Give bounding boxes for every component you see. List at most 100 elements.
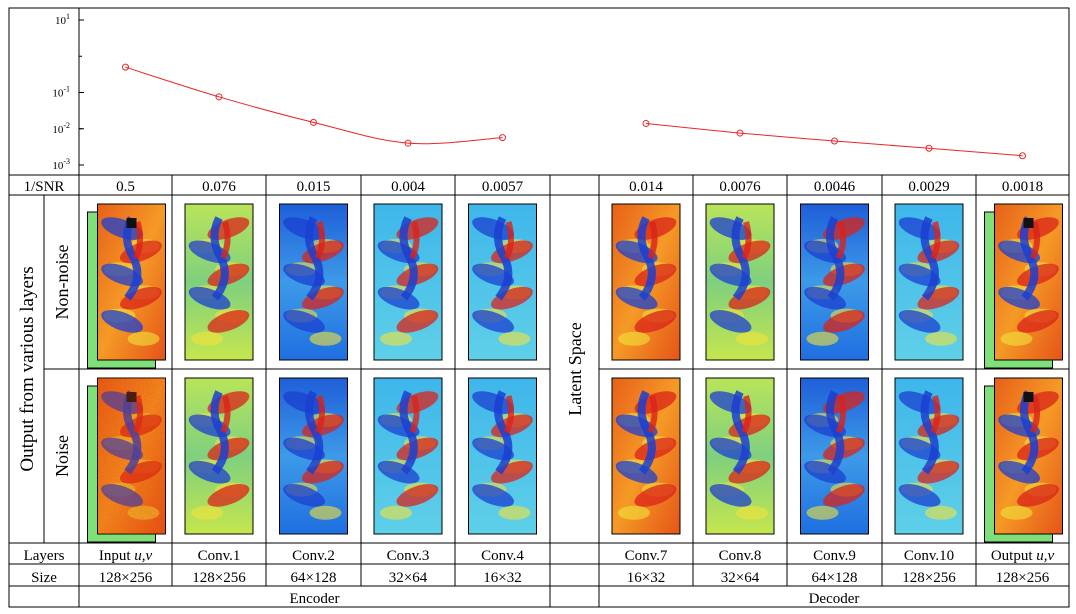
- data-point: [215, 93, 223, 101]
- y-tick-label: 101: [55, 12, 70, 27]
- wake-streak: [305, 390, 324, 475]
- vortex: [207, 310, 250, 333]
- cylinder: [126, 218, 137, 228]
- field-map: [184, 203, 254, 361]
- vortex: [822, 310, 865, 333]
- vortex: [283, 484, 326, 507]
- field-map: [279, 203, 348, 361]
- field-map: [894, 377, 964, 535]
- vortex: [188, 460, 231, 484]
- vortex: [615, 460, 658, 484]
- vortex: [709, 217, 752, 240]
- size-value: 16×32: [483, 570, 521, 586]
- data-point: [736, 129, 744, 137]
- wake-streak: [741, 221, 752, 260]
- field-map: [279, 377, 348, 535]
- wake-streak: [494, 390, 513, 475]
- vortex: [634, 484, 677, 507]
- snr-value: 0.0029: [908, 179, 949, 195]
- vortex: [283, 310, 326, 333]
- vortex: [806, 505, 839, 520]
- vortex: [396, 484, 439, 507]
- size-value: 64×128: [291, 570, 337, 586]
- vortex: [101, 310, 144, 333]
- vortex: [1000, 331, 1033, 346]
- data-point: [404, 139, 412, 147]
- snr-value: 0.004: [391, 179, 425, 195]
- wake-streak: [637, 390, 656, 475]
- wake-streak: [314, 221, 326, 260]
- layer-name: Output u,v: [991, 548, 1055, 564]
- snr-value: 0.0057: [482, 179, 524, 195]
- vortex: [925, 505, 957, 520]
- vortex: [207, 484, 250, 507]
- wake-streak: [494, 216, 513, 301]
- field-maps: [87, 203, 1063, 543]
- vortex: [191, 505, 223, 520]
- wake-streak: [132, 221, 144, 260]
- vortex: [634, 310, 677, 333]
- wake-streak: [399, 390, 418, 475]
- wake-streak: [637, 216, 656, 301]
- wake-streak: [1020, 216, 1039, 301]
- wake-streak: [835, 395, 847, 434]
- size-value: 128×256: [996, 570, 1050, 586]
- side-axis-label: Output from various layers: [17, 266, 38, 471]
- snr-value: 0.0018: [1002, 179, 1043, 195]
- data-point: [642, 119, 650, 127]
- layer-name: Conv.9: [813, 548, 856, 564]
- vortex: [736, 505, 768, 520]
- vortex: [490, 286, 533, 310]
- wake-streak: [930, 221, 941, 260]
- vortex: [618, 331, 650, 346]
- wake-streak: [123, 216, 142, 301]
- vortex: [728, 286, 771, 310]
- vortex: [917, 286, 960, 310]
- wake-streak: [1029, 395, 1041, 434]
- vortex: [806, 331, 839, 346]
- vortex: [925, 331, 957, 346]
- layer-name: Conv.1: [198, 548, 241, 564]
- wake-streak: [930, 395, 941, 434]
- vortex: [301, 460, 344, 484]
- wake-streak: [503, 395, 515, 434]
- row-label-nonnoise: Non-noise: [52, 245, 72, 320]
- size-value: 32×64: [389, 570, 428, 586]
- wake-streak: [826, 390, 845, 475]
- vortex: [191, 331, 223, 346]
- wake-streak: [647, 221, 658, 260]
- size-value: 128×256: [192, 570, 246, 586]
- wake-streak: [1029, 221, 1041, 260]
- wake-streak: [305, 216, 324, 301]
- field-map: [984, 203, 1063, 369]
- decoder-label: Decoder: [809, 591, 860, 607]
- field-map: [373, 377, 443, 535]
- wake-streak: [220, 221, 231, 260]
- wake-streak: [920, 390, 939, 475]
- cylinder: [1023, 392, 1034, 402]
- wake-streak: [920, 216, 939, 301]
- layer-name: Conv.3: [387, 548, 430, 564]
- wake-streak: [503, 221, 515, 260]
- field-map: [87, 203, 166, 369]
- wake-streak: [409, 395, 420, 434]
- vortex: [709, 484, 752, 507]
- data-point: [122, 63, 129, 71]
- encoder-label: Encoder: [290, 591, 340, 607]
- cylinder: [1023, 218, 1034, 228]
- vortex: [1016, 484, 1059, 507]
- wake-streak: [220, 395, 231, 434]
- snr-value: 0.076: [202, 179, 236, 195]
- data-point: [925, 144, 933, 152]
- outer-frame: [8, 7, 1070, 608]
- field-map: [87, 377, 166, 543]
- vortex: [472, 484, 515, 507]
- wake-streak: [731, 390, 750, 475]
- layer-name: Conv.8: [719, 548, 762, 564]
- vortex: [101, 217, 144, 240]
- vortex: [396, 310, 439, 333]
- vortex: [472, 310, 515, 333]
- snr-value: 0.5: [116, 179, 135, 195]
- vortex: [301, 286, 344, 310]
- wake-streak: [314, 395, 326, 434]
